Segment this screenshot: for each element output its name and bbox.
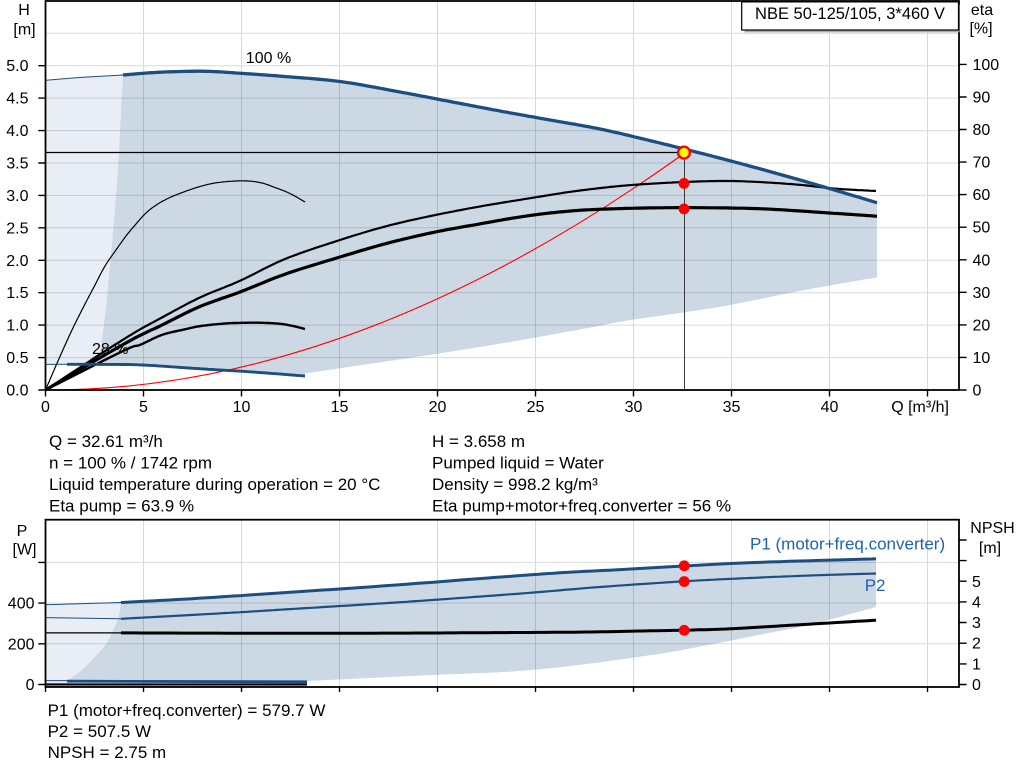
svg-text:60: 60 bbox=[973, 187, 991, 204]
svg-text:1.5: 1.5 bbox=[6, 285, 28, 302]
svg-text:P2: P2 bbox=[865, 576, 886, 595]
svg-text:NPSH: NPSH bbox=[970, 520, 1014, 537]
svg-text:10: 10 bbox=[233, 399, 251, 416]
svg-text:1.0: 1.0 bbox=[6, 318, 28, 335]
svg-text:2.0: 2.0 bbox=[6, 253, 28, 270]
svg-text:200: 200 bbox=[8, 636, 35, 653]
svg-text:2.5: 2.5 bbox=[6, 220, 28, 237]
svg-text:Liquid temperature during oper: Liquid temperature during operation = 20… bbox=[49, 475, 380, 494]
svg-text:20: 20 bbox=[973, 317, 991, 334]
svg-text:[m]: [m] bbox=[979, 540, 1001, 557]
svg-text:35: 35 bbox=[723, 399, 741, 416]
svg-text:Q = 32.61 m³/h: Q = 32.61 m³/h bbox=[49, 432, 163, 451]
svg-text:Eta pump+motor+freq.converter: Eta pump+motor+freq.converter = 56 % bbox=[432, 497, 731, 516]
svg-text:4.5: 4.5 bbox=[6, 91, 28, 108]
svg-text:90: 90 bbox=[973, 90, 991, 107]
svg-text:Density = 998.2 kg/m³: Density = 998.2 kg/m³ bbox=[432, 475, 598, 494]
svg-text:400: 400 bbox=[8, 596, 35, 613]
svg-text:eta: eta bbox=[971, 2, 993, 19]
svg-text:4: 4 bbox=[972, 594, 981, 611]
svg-text:25: 25 bbox=[527, 399, 545, 416]
svg-text:20: 20 bbox=[429, 399, 447, 416]
svg-text:[W]: [W] bbox=[13, 542, 37, 559]
svg-text:0: 0 bbox=[972, 677, 981, 694]
svg-text:5: 5 bbox=[972, 574, 981, 591]
svg-text:P: P bbox=[17, 523, 28, 540]
svg-text:0.0: 0.0 bbox=[6, 383, 28, 400]
svg-text:NBE 50-125/105, 3*460 V: NBE 50-125/105, 3*460 V bbox=[755, 5, 945, 23]
svg-text:P1 (motor+freq.converter): P1 (motor+freq.converter) bbox=[750, 535, 945, 554]
svg-text:80: 80 bbox=[973, 122, 991, 139]
svg-text:0: 0 bbox=[26, 677, 35, 694]
svg-text:5: 5 bbox=[139, 399, 148, 416]
svg-text:P1 (motor+freq.converter) = 57: P1 (motor+freq.converter) = 579.7 W bbox=[48, 701, 326, 720]
svg-text:100 %: 100 % bbox=[246, 50, 291, 67]
svg-text:50: 50 bbox=[973, 220, 991, 237]
svg-text:Q [m³/h]: Q [m³/h] bbox=[891, 399, 949, 416]
svg-text:H = 3.658 m: H = 3.658 m bbox=[432, 432, 525, 451]
svg-text:0: 0 bbox=[41, 399, 50, 416]
svg-text:4.0: 4.0 bbox=[6, 123, 28, 140]
svg-text:3.5: 3.5 bbox=[6, 156, 28, 173]
svg-text:0: 0 bbox=[973, 383, 982, 400]
svg-text:0.5: 0.5 bbox=[6, 350, 28, 367]
svg-text:Pumped liquid = Water: Pumped liquid = Water bbox=[432, 454, 604, 473]
svg-text:3: 3 bbox=[972, 615, 981, 632]
svg-text:NPSH = 2.75 m: NPSH = 2.75 m bbox=[48, 743, 167, 762]
svg-text:Eta pump = 63.9 %: Eta pump = 63.9 % bbox=[49, 497, 194, 516]
svg-text:n = 100 % / 1742 rpm: n = 100 % / 1742 rpm bbox=[49, 454, 212, 473]
svg-text:5.0: 5.0 bbox=[6, 58, 28, 75]
svg-text:30: 30 bbox=[625, 399, 643, 416]
svg-text:30: 30 bbox=[973, 285, 991, 302]
svg-text:40: 40 bbox=[973, 252, 991, 269]
svg-text:100: 100 bbox=[973, 57, 1000, 74]
svg-text:40: 40 bbox=[821, 399, 839, 416]
svg-text:[m]: [m] bbox=[13, 22, 35, 39]
svg-text:P2 = 507.5 W: P2 = 507.5 W bbox=[48, 722, 151, 741]
svg-text:28 %: 28 % bbox=[92, 341, 128, 358]
svg-text:H: H bbox=[18, 2, 30, 19]
svg-text:70: 70 bbox=[973, 155, 991, 172]
svg-text:1: 1 bbox=[972, 656, 981, 673]
svg-text:15: 15 bbox=[331, 399, 349, 416]
svg-text:2: 2 bbox=[972, 636, 981, 653]
svg-text:[%]: [%] bbox=[969, 21, 992, 38]
svg-text:10: 10 bbox=[973, 350, 991, 367]
svg-text:3.0: 3.0 bbox=[6, 188, 28, 205]
